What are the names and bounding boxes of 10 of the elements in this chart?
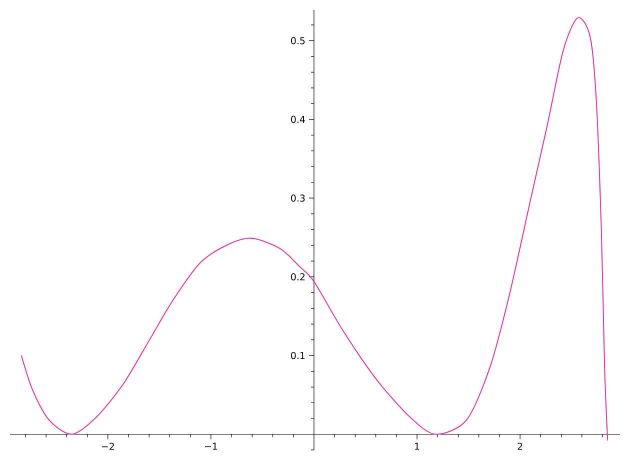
y-tick-label: 0.5: [291, 37, 305, 44]
y-tick-label: 0.4: [291, 116, 305, 123]
y-tick-label: 0.2: [291, 273, 305, 280]
x-tick-label: 2: [518, 442, 522, 450]
x-tick-label: −2: [102, 442, 114, 450]
line-series: [20, 17, 608, 441]
x-tick-label: −1: [204, 442, 218, 450]
y-tick-label: 0.3: [291, 194, 305, 202]
y-tick-label: 0.1: [291, 352, 305, 360]
x-tick-label: 1: [415, 442, 420, 450]
